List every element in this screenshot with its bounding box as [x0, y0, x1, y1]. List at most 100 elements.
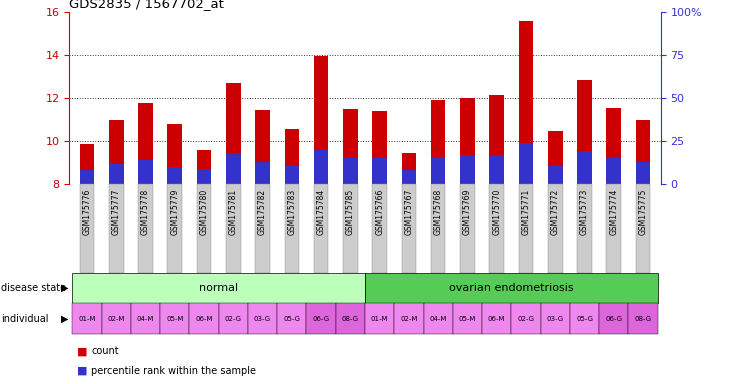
Bar [460, 184, 474, 273]
Bar [189, 303, 219, 334]
Bar [423, 303, 453, 334]
Bar [343, 159, 358, 184]
Text: 08-G: 08-G [342, 316, 359, 322]
Bar [489, 184, 504, 273]
Bar [431, 100, 445, 184]
Text: GSM175770: GSM175770 [492, 189, 502, 235]
Bar [519, 184, 534, 273]
Bar [548, 184, 563, 273]
Bar [314, 150, 328, 184]
Text: 06-G: 06-G [312, 316, 330, 322]
Bar [255, 162, 270, 184]
Bar [196, 169, 211, 184]
Text: disease state: disease state [1, 283, 66, 293]
Bar [336, 303, 365, 334]
Text: normal: normal [199, 283, 238, 293]
Text: GSM175775: GSM175775 [639, 189, 648, 235]
Bar [402, 170, 416, 184]
Bar [196, 150, 211, 184]
Bar [629, 303, 658, 334]
Bar [226, 184, 241, 273]
Bar [285, 165, 299, 184]
Bar [219, 303, 248, 334]
Bar [519, 143, 534, 184]
Text: ■: ■ [77, 366, 87, 376]
Bar [131, 303, 160, 334]
Bar [285, 129, 299, 184]
Text: 05-G: 05-G [283, 316, 300, 322]
Text: 03-G: 03-G [547, 316, 564, 322]
Text: 01-M: 01-M [78, 316, 96, 322]
Bar [577, 79, 592, 184]
Text: 08-G: 08-G [634, 316, 652, 322]
Text: GSM175769: GSM175769 [463, 189, 472, 235]
Bar [636, 119, 650, 184]
Text: individual: individual [1, 314, 48, 324]
Text: 02-M: 02-M [107, 316, 125, 322]
Bar [314, 56, 328, 184]
Bar [511, 303, 541, 334]
Text: 02-G: 02-G [518, 316, 534, 322]
Text: GSM175773: GSM175773 [580, 189, 589, 235]
Bar [138, 184, 153, 273]
Bar [80, 144, 94, 184]
Bar [101, 303, 131, 334]
Bar [636, 184, 650, 273]
Text: GSM175784: GSM175784 [317, 189, 326, 235]
Bar [196, 184, 211, 273]
Bar [109, 164, 123, 184]
Text: count: count [91, 346, 119, 356]
Bar [489, 155, 504, 184]
Bar [599, 303, 629, 334]
Text: GSM175778: GSM175778 [141, 189, 150, 235]
Bar [548, 165, 563, 184]
Text: ▶: ▶ [61, 283, 68, 293]
Bar [285, 184, 299, 273]
Bar [607, 184, 621, 273]
Text: percentile rank within the sample: percentile rank within the sample [91, 366, 256, 376]
Bar [482, 303, 511, 334]
Text: GSM175781: GSM175781 [228, 189, 238, 235]
Bar [541, 303, 570, 334]
Bar [109, 184, 123, 273]
Text: GSM175774: GSM175774 [610, 189, 618, 235]
Bar [160, 303, 189, 334]
Bar [402, 153, 416, 184]
Text: 02-M: 02-M [400, 316, 418, 322]
Text: GSM175766: GSM175766 [375, 189, 384, 235]
Bar [255, 110, 270, 184]
Text: ▶: ▶ [61, 314, 68, 324]
Text: ovarian endometriosis: ovarian endometriosis [449, 283, 574, 293]
Bar [277, 303, 307, 334]
Bar [519, 21, 534, 184]
Text: GSM175777: GSM175777 [112, 189, 120, 235]
Bar [343, 184, 358, 273]
Bar [570, 303, 599, 334]
Bar [226, 153, 241, 184]
Bar [453, 303, 482, 334]
Text: GSM175772: GSM175772 [550, 189, 560, 235]
Bar [167, 184, 182, 273]
Bar [167, 167, 182, 184]
Bar [607, 159, 621, 184]
Bar [365, 273, 658, 303]
Bar [577, 152, 592, 184]
Bar [226, 83, 241, 184]
Bar [138, 103, 153, 184]
Text: 02-G: 02-G [225, 316, 242, 322]
Bar [255, 184, 270, 273]
Text: GSM175780: GSM175780 [199, 189, 209, 235]
Bar [365, 303, 394, 334]
Text: GSM175768: GSM175768 [434, 189, 442, 235]
Bar [607, 108, 621, 184]
Bar [72, 273, 365, 303]
Text: 04-M: 04-M [429, 316, 447, 322]
Bar [431, 157, 445, 184]
Text: GSM175782: GSM175782 [258, 189, 267, 235]
Bar [577, 184, 592, 273]
Bar [167, 124, 182, 184]
Text: ■: ■ [77, 346, 87, 356]
Text: GSM175771: GSM175771 [521, 189, 531, 235]
Text: 03-G: 03-G [254, 316, 271, 322]
Text: GSM175785: GSM175785 [346, 189, 355, 235]
